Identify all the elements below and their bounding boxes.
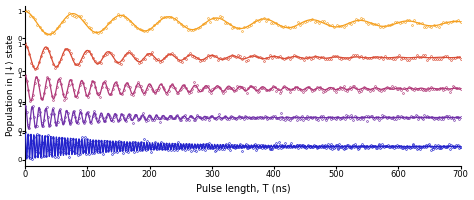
Y-axis label: Population in |↓⟩ state: Population in |↓⟩ state (6, 35, 15, 136)
X-axis label: Pulse length, T (ns): Pulse length, T (ns) (196, 184, 290, 194)
